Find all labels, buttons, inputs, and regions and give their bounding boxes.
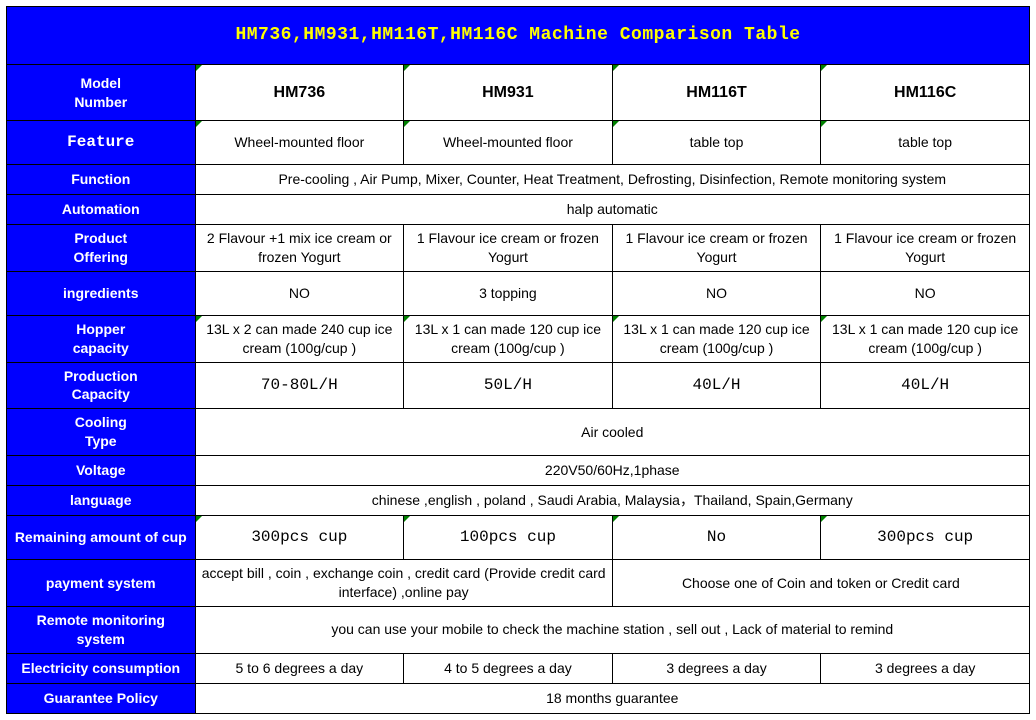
- label-payment: payment system: [7, 560, 196, 607]
- payment-right: Choose one of Coin and token or Credit c…: [612, 560, 1029, 607]
- label-remaining-cup: Remaining amount of cup: [7, 516, 196, 560]
- ingredients-1: 3 topping: [404, 271, 613, 315]
- electricity-1: 4 to 5 degrees a day: [404, 653, 613, 683]
- label-automation: Automation: [7, 195, 196, 225]
- cooling-merged: Air cooled: [195, 409, 1029, 456]
- label-feature: Feature: [7, 121, 196, 165]
- ingredients-0: NO: [195, 271, 404, 315]
- payment-left: accept bill , coin , exchange coin , cre…: [195, 560, 612, 607]
- production-0: 70-80L/H: [195, 362, 404, 409]
- hopper-3: 13L x 1 can made 120 cup ice cream (100g…: [821, 315, 1030, 362]
- col-hm931: HM931: [404, 65, 613, 121]
- label-cooling: CoolingType: [7, 409, 196, 456]
- function-merged: Pre-cooling , Air Pump, Mixer, Counter, …: [195, 165, 1029, 195]
- offering-0: 2 Flavour +1 mix ice cream or frozen Yog…: [195, 225, 404, 272]
- label-voltage: Voltage: [7, 456, 196, 486]
- automation-merged: halp automatic: [195, 195, 1029, 225]
- hopper-2: 13L x 1 can made 120 cup ice cream (100g…: [612, 315, 821, 362]
- production-1: 50L/H: [404, 362, 613, 409]
- label-production: ProductionCapacity: [7, 362, 196, 409]
- col-hm116t: HM116T: [612, 65, 821, 121]
- label-hopper: Hoppercapacity: [7, 315, 196, 362]
- hopper-0: 13L x 2 can made 240 cup ice cream (100g…: [195, 315, 404, 362]
- label-language: language: [7, 486, 196, 516]
- label-function: Function: [7, 165, 196, 195]
- voltage-merged: 220V50/60Hz,1phase: [195, 456, 1029, 486]
- production-2: 40L/H: [612, 362, 821, 409]
- ingredients-3: NO: [821, 271, 1030, 315]
- remaining-2: No: [612, 516, 821, 560]
- label-electricity: Electricity consumption: [7, 653, 196, 683]
- label-product-offering: ProductOffering: [7, 225, 196, 272]
- production-3: 40L/H: [821, 362, 1030, 409]
- col-hm116c: HM116C: [821, 65, 1030, 121]
- electricity-2: 3 degrees a day: [612, 653, 821, 683]
- table-title: HM736,HM931,HM116T,HM116C Machine Compar…: [7, 7, 1030, 65]
- feature-3: table top: [821, 121, 1030, 165]
- comparison-table: HM736,HM931,HM116T,HM116C Machine Compar…: [6, 6, 1030, 714]
- electricity-3: 3 degrees a day: [821, 653, 1030, 683]
- label-model-number: ModelNumber: [7, 65, 196, 121]
- language-merged: chinese ,english , poland , Saudi Arabia…: [195, 486, 1029, 516]
- label-ingredients: ingredients: [7, 271, 196, 315]
- remaining-0: 300pcs cup: [195, 516, 404, 560]
- label-remote: Remote monitoring system: [7, 606, 196, 653]
- hopper-1: 13L x 1 can made 120 cup ice cream (100g…: [404, 315, 613, 362]
- offering-3: 1 Flavour ice cream or frozen Yogurt: [821, 225, 1030, 272]
- feature-0: Wheel-mounted floor: [195, 121, 404, 165]
- offering-2: 1 Flavour ice cream or frozen Yogurt: [612, 225, 821, 272]
- remaining-3: 300pcs cup: [821, 516, 1030, 560]
- feature-1: Wheel-mounted floor: [404, 121, 613, 165]
- remote-merged: you can use your mobile to check the mac…: [195, 606, 1029, 653]
- ingredients-2: NO: [612, 271, 821, 315]
- offering-1: 1 Flavour ice cream or frozen Yogurt: [404, 225, 613, 272]
- electricity-0: 5 to 6 degrees a day: [195, 653, 404, 683]
- col-hm736: HM736: [195, 65, 404, 121]
- remaining-1: 100pcs cup: [404, 516, 613, 560]
- feature-2: table top: [612, 121, 821, 165]
